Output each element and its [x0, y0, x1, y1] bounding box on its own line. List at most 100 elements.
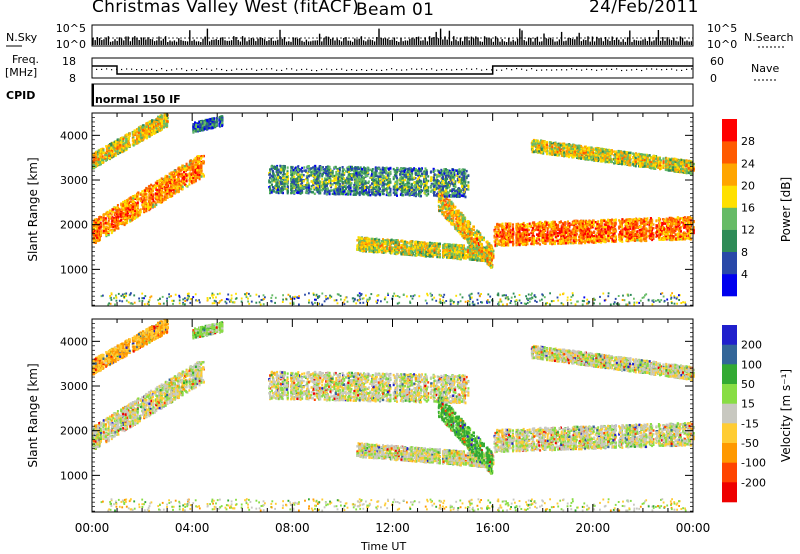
power-cell	[220, 122, 223, 126]
power-cell	[271, 169, 274, 173]
power-cell	[98, 238, 101, 242]
power-cell	[283, 185, 286, 188]
power-cell	[192, 130, 195, 134]
power-cell	[131, 211, 134, 214]
power-cell	[132, 134, 135, 137]
power-cell	[334, 185, 337, 189]
power-cell	[112, 141, 115, 145]
power-cell	[143, 134, 146, 137]
power-cell	[211, 118, 214, 122]
power-cell	[300, 169, 302, 172]
power-cell	[150, 203, 153, 207]
power-cell	[358, 192, 361, 196]
power-cell	[211, 126, 214, 130]
power-cell	[141, 199, 144, 202]
power-cell	[213, 124, 216, 128]
power-cell	[145, 132, 148, 135]
power-cell	[145, 127, 148, 130]
power-cell	[108, 209, 111, 212]
power-cell	[152, 203, 155, 206]
power-cell	[461, 168, 464, 172]
power-cell	[404, 178, 406, 182]
power-cell	[102, 149, 105, 152]
power-cell	[101, 155, 104, 158]
power-cell	[191, 160, 194, 164]
power-cell	[129, 219, 132, 222]
power-cell	[194, 178, 197, 182]
power-cell	[153, 205, 156, 208]
power-cell	[136, 139, 139, 143]
power-cell	[420, 194, 422, 198]
power-cell	[164, 174, 167, 178]
power-cell	[173, 169, 176, 172]
power-cell	[193, 163, 196, 167]
power-cell	[166, 190, 169, 193]
power-cell	[116, 143, 119, 147]
power-cell	[172, 170, 175, 174]
power-cell	[421, 172, 423, 175]
power-cell	[218, 122, 221, 125]
power-cell	[399, 186, 402, 189]
power-cell	[172, 188, 175, 191]
power-cell	[393, 182, 396, 185]
power-cell	[127, 207, 130, 210]
power-cell	[190, 172, 192, 175]
power-cell	[153, 120, 156, 123]
power-cell	[184, 180, 186, 183]
power-cell	[124, 220, 127, 223]
power-cell	[276, 167, 279, 170]
power-cell	[153, 185, 156, 188]
power-cell	[105, 152, 108, 155]
power-cell	[141, 126, 144, 129]
power-cell	[408, 172, 411, 175]
power-cell	[339, 192, 342, 196]
power-cell	[176, 177, 179, 181]
power-cell	[141, 195, 144, 198]
power-cell	[94, 152, 97, 155]
power-cell	[163, 119, 165, 123]
power-cell	[96, 230, 99, 233]
power-cell	[96, 159, 99, 163]
power-cell	[164, 178, 167, 181]
power-cell	[358, 190, 361, 194]
power-cell	[419, 174, 422, 178]
power-cell	[113, 221, 116, 224]
power-cell	[166, 184, 169, 187]
power-cell	[191, 180, 194, 183]
power-cell	[172, 184, 175, 187]
power-cell	[306, 172, 309, 175]
power-cell	[100, 158, 102, 161]
power-cell	[467, 188, 470, 191]
power-cell	[420, 190, 422, 194]
power-cell	[122, 203, 125, 207]
power-cell	[164, 193, 167, 196]
power-cell	[339, 176, 342, 179]
power-cell	[363, 182, 366, 185]
power-cell	[317, 178, 320, 181]
power-cell	[282, 184, 285, 187]
power-cell	[136, 195, 138, 198]
power-cell	[423, 172, 426, 175]
power-cell	[165, 184, 167, 187]
power-cell	[163, 187, 166, 190]
power-cell	[149, 190, 152, 193]
power-cell	[164, 182, 167, 186]
power-cell	[157, 184, 160, 187]
power-cell	[303, 166, 306, 169]
power-cell	[119, 211, 122, 215]
power-cell	[112, 145, 115, 148]
power-cell	[410, 192, 413, 195]
power-cell	[150, 206, 153, 209]
power-cell	[116, 217, 119, 221]
power-cell	[94, 232, 97, 235]
power-cell	[157, 126, 159, 129]
power-cell	[454, 185, 457, 188]
power-cell	[122, 215, 125, 218]
power-cell	[410, 174, 413, 177]
power-cell	[172, 192, 175, 195]
power-cell	[96, 239, 99, 243]
power-cell	[147, 202, 149, 206]
power-cell	[132, 142, 135, 146]
power-cell	[184, 169, 186, 172]
power-cell	[221, 124, 224, 127]
